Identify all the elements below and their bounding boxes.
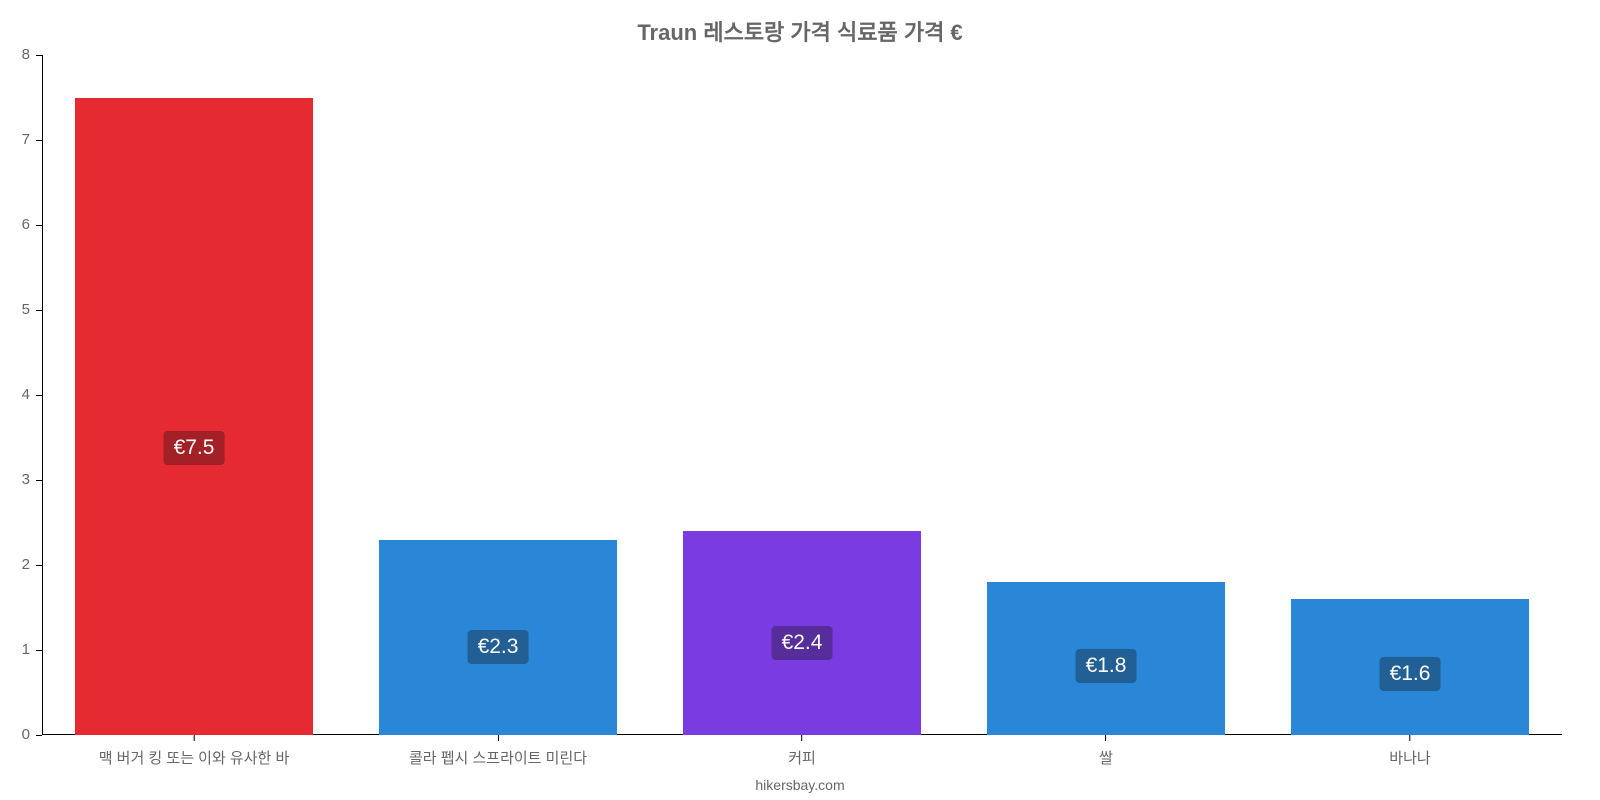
bar-value-chip: €1.6 (1380, 657, 1441, 691)
bar-value-chip: €2.3 (468, 630, 529, 664)
bar-value-chip: €1.8 (1076, 649, 1137, 683)
y-tick-label: 8 (0, 46, 30, 63)
chart-title: Traun 레스토랑 가격 식료품 가격 € (0, 15, 1600, 47)
bar-value-chip: €2.4 (772, 626, 833, 660)
y-tick-mark (36, 225, 42, 226)
x-tick-label: 커피 (788, 747, 816, 768)
y-tick-mark (36, 565, 42, 566)
x-tick-mark (1106, 735, 1107, 741)
x-tick-label: 맥 버거 킹 또는 이와 유사한 바 (99, 747, 290, 768)
chart-container: Traun 레스토랑 가격 식료품 가격 € €7.5€2.3€2.4€1.8€… (0, 0, 1600, 800)
y-tick-mark (36, 735, 42, 736)
y-tick-mark (36, 480, 42, 481)
x-tick-mark (1410, 735, 1411, 741)
x-tick-group: 콜라 펩시 스프라이트 미린다 (409, 735, 587, 768)
y-tick-label: 2 (0, 556, 30, 573)
y-tick-mark (36, 650, 42, 651)
attribution-text: hikersbay.com (0, 777, 1600, 793)
x-tick-group: 커피 (788, 735, 816, 768)
x-tick-mark (497, 735, 498, 741)
x-tick-label: 콜라 펩시 스프라이트 미린다 (409, 747, 587, 768)
x-tick-label: 쌀 (1099, 747, 1113, 768)
y-tick-label: 1 (0, 641, 30, 658)
bars-area: €7.5 €2.3 €2.4 €1.8 €1.6 (42, 55, 1562, 735)
bar-value-chip: €7.5 (164, 431, 225, 465)
x-tick-mark (801, 735, 802, 741)
y-tick-label: 0 (0, 726, 30, 743)
y-tick-mark (36, 55, 42, 56)
y-tick-label: 6 (0, 216, 30, 233)
bar (75, 98, 312, 736)
y-tick-label: 3 (0, 471, 30, 488)
y-tick-label: 4 (0, 386, 30, 403)
y-tick-label: 5 (0, 301, 30, 318)
y-tick-mark (36, 395, 42, 396)
x-tick-label: 바나나 (1389, 747, 1430, 768)
plot-area: €7.5€2.3€2.4€1.8€1.6 012345678맥 버거 킹 또는 … (42, 55, 1562, 735)
x-tick-group: 바나나 (1389, 735, 1430, 768)
x-tick-group: 쌀 (1099, 735, 1113, 768)
y-tick-mark (36, 310, 42, 311)
y-tick-label: 7 (0, 131, 30, 148)
x-tick-mark (193, 735, 194, 741)
y-tick-mark (36, 140, 42, 141)
x-tick-group: 맥 버거 킹 또는 이와 유사한 바 (99, 735, 290, 768)
